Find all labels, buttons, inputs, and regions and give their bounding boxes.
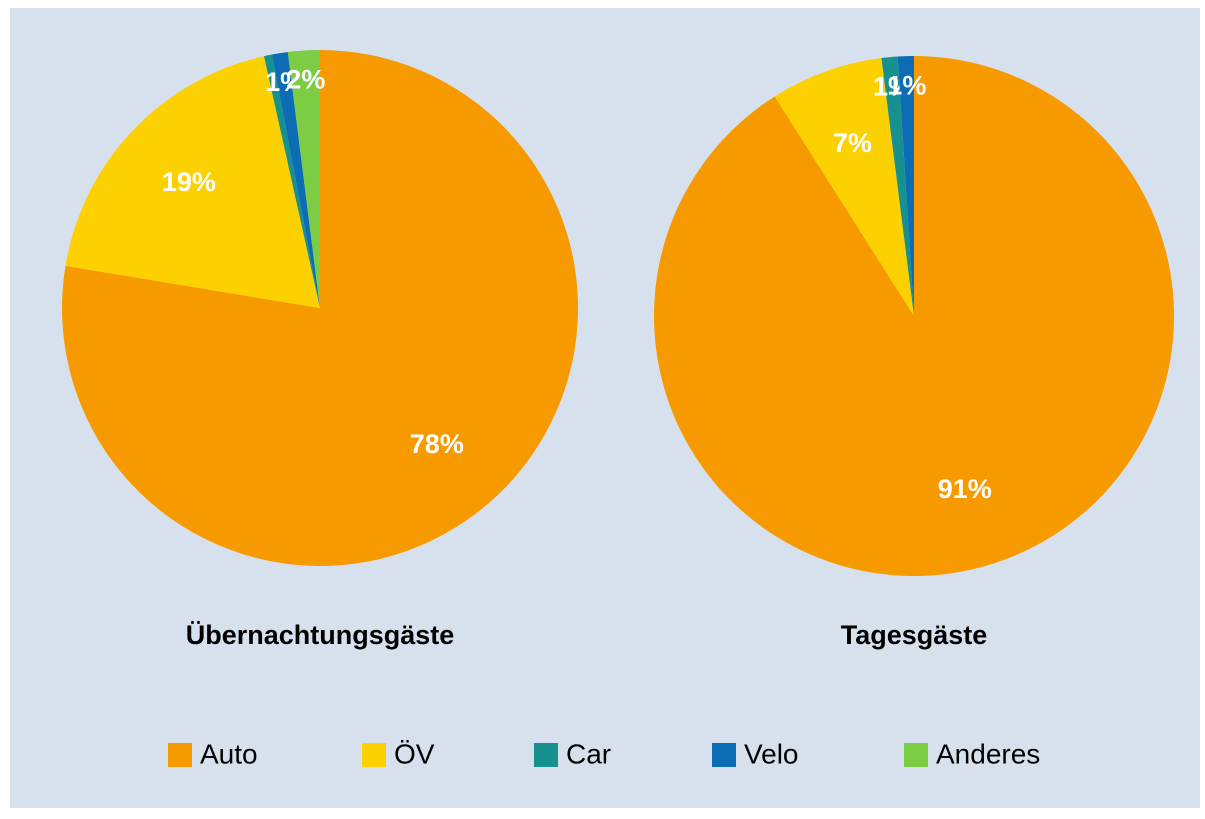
pie-slice [287, 50, 320, 308]
pie-slice [774, 58, 914, 317]
data-label: 91% [938, 474, 992, 504]
legend-swatch [904, 743, 928, 767]
legend-swatch [168, 743, 192, 767]
pie-slice [263, 54, 320, 309]
data-label: 7% [833, 128, 872, 158]
pie-slice [65, 56, 320, 308]
chart-title: Übernachtungsgäste [186, 620, 455, 650]
chart-title: Tagesgäste [841, 620, 988, 650]
data-label: 19% [162, 167, 216, 197]
legend-swatch [362, 743, 386, 767]
legend-label: ÖV [394, 738, 435, 769]
data-label: 78% [410, 429, 464, 459]
pie-slice [61, 50, 578, 567]
legend-swatch [534, 743, 558, 767]
data-label: 2% [286, 65, 325, 95]
legend-swatch [712, 743, 736, 767]
pie-slice [897, 56, 914, 316]
legend-label: Anderes [936, 738, 1040, 769]
legend-label: Velo [744, 738, 799, 769]
pie-slice [271, 52, 320, 309]
legend-label: Car [566, 738, 611, 769]
legend-label: Auto [200, 738, 258, 769]
pie-slice [881, 56, 914, 316]
data-label: 1% [887, 70, 926, 100]
